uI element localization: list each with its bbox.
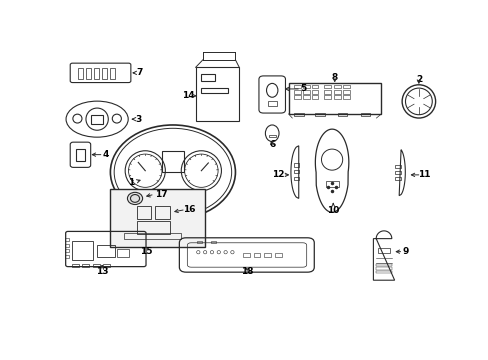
- Bar: [243, 253, 249, 257]
- Bar: [267, 100, 276, 105]
- Bar: [311, 90, 318, 94]
- Text: 16: 16: [183, 205, 195, 214]
- Bar: [311, 95, 318, 99]
- Text: 13: 13: [96, 266, 108, 275]
- Bar: [264, 253, 270, 257]
- Bar: [137, 221, 169, 234]
- Bar: [195, 67, 239, 121]
- Bar: [337, 113, 346, 116]
- Bar: [302, 90, 309, 94]
- Bar: [94, 68, 99, 79]
- Bar: [200, 87, 227, 93]
- Bar: [293, 176, 299, 180]
- Bar: [302, 95, 309, 99]
- Bar: [162, 151, 184, 172]
- Bar: [325, 181, 338, 187]
- Bar: [65, 255, 68, 258]
- Bar: [294, 113, 303, 116]
- Bar: [302, 85, 309, 88]
- Bar: [293, 163, 299, 167]
- Text: 15: 15: [140, 247, 152, 256]
- Bar: [196, 240, 202, 243]
- Bar: [210, 240, 216, 243]
- Bar: [123, 233, 180, 239]
- Bar: [97, 245, 115, 257]
- Bar: [324, 85, 330, 88]
- Bar: [324, 90, 330, 94]
- Bar: [65, 249, 68, 252]
- Text: 3: 3: [135, 114, 141, 123]
- Bar: [343, 95, 349, 99]
- Bar: [288, 84, 381, 114]
- Text: 1: 1: [128, 178, 134, 187]
- Bar: [161, 215, 168, 219]
- Bar: [65, 244, 68, 247]
- Bar: [343, 85, 349, 88]
- Text: 11: 11: [417, 170, 429, 179]
- Text: 9: 9: [402, 247, 408, 256]
- Ellipse shape: [127, 192, 142, 204]
- Bar: [395, 165, 400, 168]
- Bar: [117, 249, 129, 257]
- Bar: [78, 68, 83, 79]
- Bar: [333, 90, 340, 94]
- Bar: [91, 115, 102, 123]
- Text: 18: 18: [240, 267, 253, 276]
- Bar: [294, 90, 301, 94]
- Bar: [311, 85, 318, 88]
- Bar: [72, 240, 93, 260]
- Bar: [191, 215, 198, 219]
- Bar: [377, 248, 389, 253]
- Bar: [72, 264, 79, 267]
- Bar: [360, 113, 369, 116]
- Bar: [76, 149, 84, 161]
- Bar: [274, 253, 281, 257]
- Text: 5: 5: [300, 85, 306, 94]
- Bar: [176, 215, 183, 219]
- Text: 6: 6: [268, 140, 275, 149]
- Bar: [109, 68, 115, 79]
- Bar: [314, 113, 324, 116]
- Text: 14: 14: [182, 91, 194, 100]
- Bar: [268, 135, 275, 138]
- Bar: [200, 74, 215, 81]
- Bar: [324, 95, 330, 99]
- Bar: [82, 264, 89, 267]
- Text: 10: 10: [326, 206, 339, 215]
- Text: 8: 8: [331, 73, 337, 82]
- Bar: [253, 253, 260, 257]
- Text: 7: 7: [136, 68, 142, 77]
- Bar: [333, 95, 340, 99]
- Bar: [294, 85, 301, 88]
- Bar: [375, 264, 391, 266]
- Bar: [155, 206, 169, 219]
- Bar: [375, 267, 391, 270]
- Bar: [65, 238, 68, 242]
- Text: 17: 17: [155, 190, 167, 199]
- Bar: [343, 90, 349, 94]
- Bar: [102, 264, 109, 267]
- Bar: [102, 68, 107, 79]
- Bar: [93, 264, 100, 267]
- Text: 2: 2: [415, 75, 421, 84]
- Bar: [137, 206, 151, 219]
- Text: 4: 4: [102, 150, 109, 159]
- Bar: [293, 170, 299, 174]
- Text: 12: 12: [271, 170, 284, 179]
- Bar: [110, 189, 205, 247]
- Bar: [294, 95, 301, 99]
- Bar: [148, 215, 155, 219]
- Bar: [375, 271, 391, 273]
- Bar: [395, 177, 400, 180]
- Bar: [85, 68, 91, 79]
- Bar: [333, 85, 340, 88]
- Bar: [395, 171, 400, 174]
